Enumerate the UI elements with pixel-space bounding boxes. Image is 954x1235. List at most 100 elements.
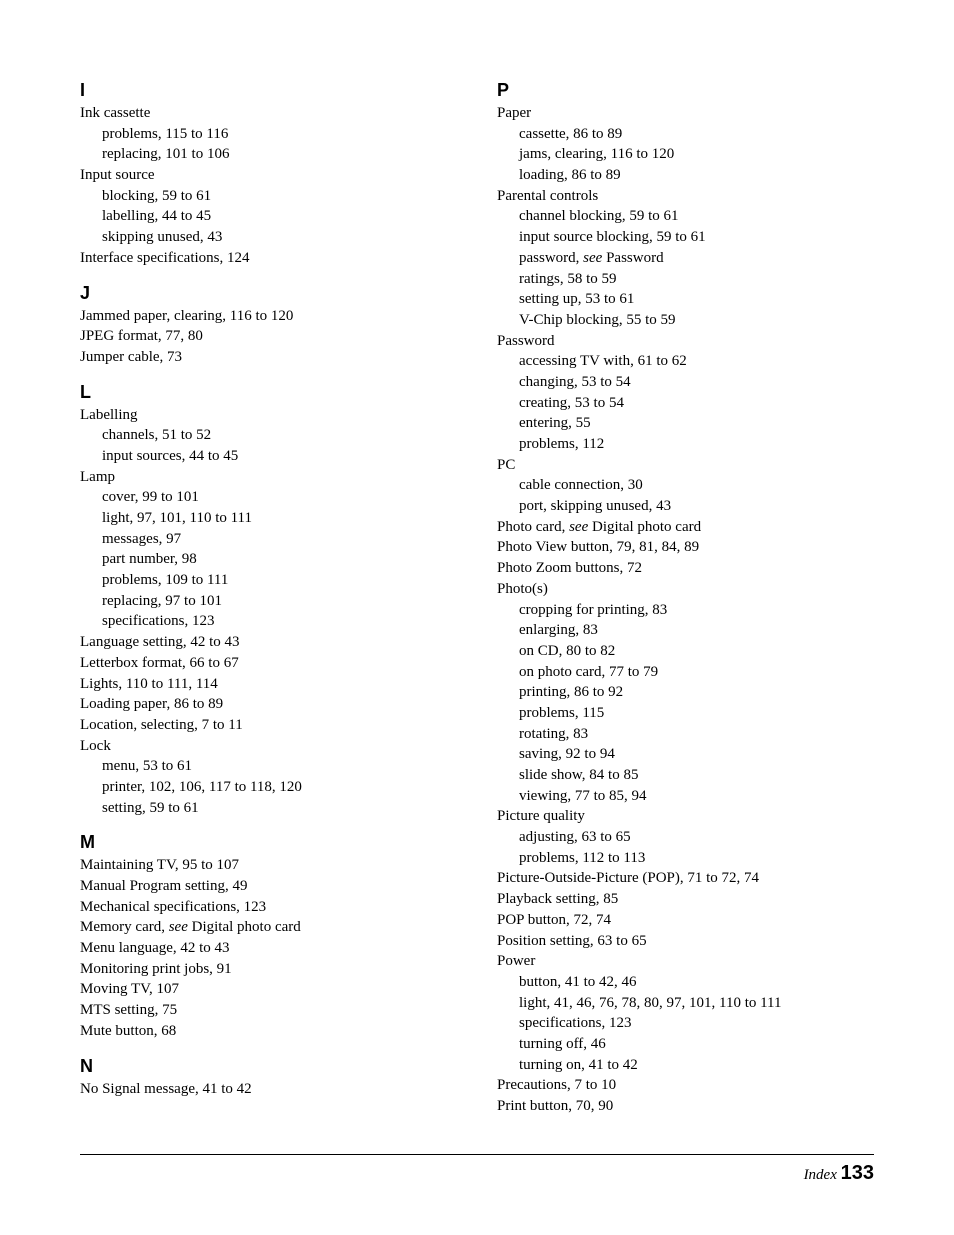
- index-entry: cropping for printing, 83: [497, 600, 874, 621]
- index-entry: skipping unused, 43: [80, 227, 457, 248]
- section-letter: M: [80, 832, 457, 853]
- index-entry: button, 41 to 42, 46: [497, 972, 874, 993]
- index-entry: Loading paper, 86 to 89: [80, 694, 457, 715]
- index-entry: accessing TV with, 61 to 62: [497, 351, 874, 372]
- index-entry: saving, 92 to 94: [497, 744, 874, 765]
- entry-text: Digital photo card: [588, 519, 701, 535]
- index-entry: Photo(s): [497, 579, 874, 600]
- index-entry: menu, 53 to 61: [80, 756, 457, 777]
- index-entry: password, see Password: [497, 248, 874, 269]
- index-entry: PC: [497, 455, 874, 476]
- index-entry: Position setting, 63 to 65: [497, 931, 874, 952]
- index-entry: adjusting, 63 to 65: [497, 827, 874, 848]
- footer-rule: [80, 1154, 874, 1155]
- index-entry: part number, 98: [80, 549, 457, 570]
- index-entry: problems, 109 to 111: [80, 570, 457, 591]
- section-letter: L: [80, 382, 457, 403]
- index-entry: channel blocking, 59 to 61: [497, 206, 874, 227]
- index-entry: Precautions, 7 to 10: [497, 1075, 874, 1096]
- index-entry: Parental controls: [497, 186, 874, 207]
- index-entry: problems, 115 to 116: [80, 124, 457, 145]
- index-entry: Labelling: [80, 405, 457, 426]
- index-entry: Moving TV, 107: [80, 979, 457, 1000]
- index-entry: Power: [497, 951, 874, 972]
- index-entry: Language setting, 42 to 43: [80, 632, 457, 653]
- index-entry: loading, 86 to 89: [497, 165, 874, 186]
- entry-see: see: [583, 250, 602, 266]
- index-entry: Input source: [80, 165, 457, 186]
- index-entry: on photo card, 77 to 79: [497, 662, 874, 683]
- index-entry: V-Chip blocking, 55 to 59: [497, 310, 874, 331]
- index-entry: cassette, 86 to 89: [497, 124, 874, 145]
- index-entry: Lamp: [80, 467, 457, 488]
- index-entry: entering, 55: [497, 413, 874, 434]
- index-entry: ratings, 58 to 59: [497, 269, 874, 290]
- index-entry: Mechanical specifications, 123: [80, 897, 457, 918]
- index-entry: rotating, 83: [497, 724, 874, 745]
- index-entry: port, skipping unused, 43: [497, 496, 874, 517]
- entry-text: Password: [602, 250, 663, 266]
- index-entry: light, 41, 46, 76, 78, 80, 97, 101, 110 …: [497, 993, 874, 1014]
- index-entry: setting up, 53 to 61: [497, 289, 874, 310]
- index-entry: slide show, 84 to 85: [497, 765, 874, 786]
- index-entry: Photo Zoom buttons, 72: [497, 558, 874, 579]
- index-entry: Ink cassette: [80, 103, 457, 124]
- index-entry: Monitoring print jobs, 91: [80, 959, 457, 980]
- index-columns: IInk cassetteproblems, 115 to 116replaci…: [80, 80, 874, 1117]
- index-entry: Lights, 110 to 111, 114: [80, 674, 457, 695]
- index-entry: Paper: [497, 103, 874, 124]
- index-entry: Mute button, 68: [80, 1021, 457, 1042]
- index-entry: Memory card, see Digital photo card: [80, 917, 457, 938]
- index-entry: turning off, 46: [497, 1034, 874, 1055]
- index-entry: Maintaining TV, 95 to 107: [80, 855, 457, 876]
- index-entry: cover, 99 to 101: [80, 487, 457, 508]
- index-entry: cable connection, 30: [497, 475, 874, 496]
- right-column: PPapercassette, 86 to 89jams, clearing, …: [497, 80, 874, 1117]
- index-entry: creating, 53 to 54: [497, 393, 874, 414]
- index-entry: problems, 112: [497, 434, 874, 455]
- index-entry: input sources, 44 to 45: [80, 446, 457, 467]
- index-entry: No Signal message, 41 to 42: [80, 1079, 457, 1100]
- index-entry: Manual Program setting, 49: [80, 876, 457, 897]
- index-entry: Print button, 70, 90: [497, 1096, 874, 1117]
- index-entry: jams, clearing, 116 to 120: [497, 144, 874, 165]
- index-entry: on CD, 80 to 82: [497, 641, 874, 662]
- section-letter: J: [80, 283, 457, 304]
- index-entry: Location, selecting, 7 to 11: [80, 715, 457, 736]
- index-entry: Letterbox format, 66 to 67: [80, 653, 457, 674]
- entry-text: Photo card,: [497, 519, 569, 535]
- index-entry: Jammed paper, clearing, 116 to 120: [80, 306, 457, 327]
- index-entry: Picture-Outside-Picture (POP), 71 to 72,…: [497, 868, 874, 889]
- index-entry: labelling, 44 to 45: [80, 206, 457, 227]
- entry-see: see: [169, 919, 188, 935]
- footer-page-number: 133: [841, 1162, 874, 1184]
- index-entry: Password: [497, 331, 874, 352]
- index-entry: Picture quality: [497, 806, 874, 827]
- footer-label: Index: [804, 1167, 837, 1183]
- index-entry: Interface specifications, 124: [80, 248, 457, 269]
- index-entry: Menu language, 42 to 43: [80, 938, 457, 959]
- left-column: IInk cassetteproblems, 115 to 116replaci…: [80, 80, 457, 1117]
- index-entry: problems, 112 to 113: [497, 848, 874, 869]
- index-entry: setting, 59 to 61: [80, 798, 457, 819]
- section-letter: P: [497, 80, 874, 101]
- index-entry: viewing, 77 to 85, 94: [497, 786, 874, 807]
- index-entry: Photo View button, 79, 81, 84, 89: [497, 537, 874, 558]
- index-entry: changing, 53 to 54: [497, 372, 874, 393]
- entry-text: password,: [519, 250, 583, 266]
- entry-text: Memory card,: [80, 919, 169, 935]
- index-entry: printing, 86 to 92: [497, 682, 874, 703]
- index-entry: input source blocking, 59 to 61: [497, 227, 874, 248]
- index-entry: channels, 51 to 52: [80, 425, 457, 446]
- index-entry: Jumper cable, 73: [80, 347, 457, 368]
- index-entry: POP button, 72, 74: [497, 910, 874, 931]
- index-entry: light, 97, 101, 110 to 111: [80, 508, 457, 529]
- index-entry: Playback setting, 85: [497, 889, 874, 910]
- page-footer: Index 133: [804, 1162, 874, 1185]
- index-entry: enlarging, 83: [497, 620, 874, 641]
- index-entry: printer, 102, 106, 117 to 118, 120: [80, 777, 457, 798]
- index-entry: turning on, 41 to 42: [497, 1055, 874, 1076]
- entry-text: Digital photo card: [188, 919, 301, 935]
- index-entry: blocking, 59 to 61: [80, 186, 457, 207]
- index-entry: replacing, 101 to 106: [80, 144, 457, 165]
